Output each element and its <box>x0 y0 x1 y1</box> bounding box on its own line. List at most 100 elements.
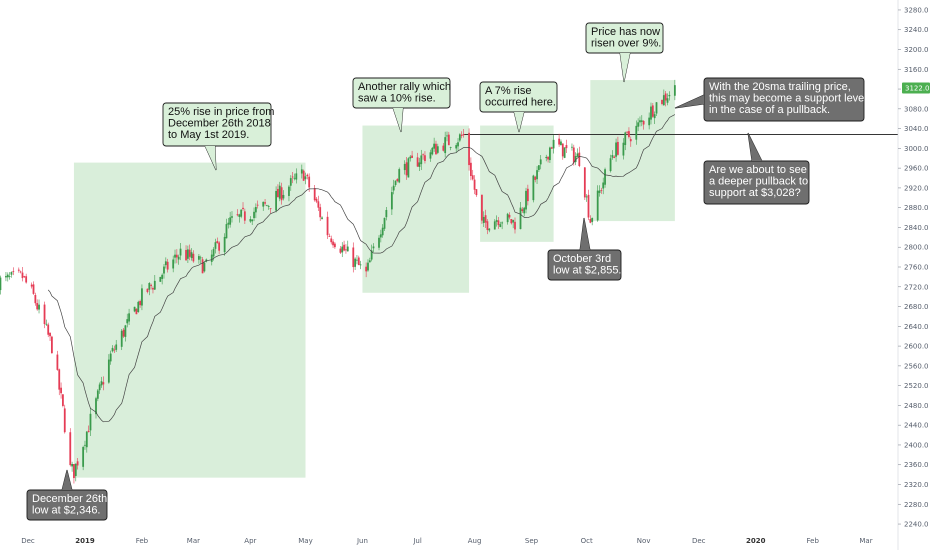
candle-body <box>45 323 48 325</box>
candle-body <box>107 359 110 383</box>
annotation-line: Are we about to see <box>709 164 807 176</box>
candle-body <box>651 105 654 117</box>
candle-body <box>561 143 564 157</box>
candle-body <box>407 158 410 178</box>
time-tick-label: 2020 <box>746 537 766 545</box>
price-tick-label: 2240.0 <box>904 521 929 529</box>
annotation-line: support at $3,028? <box>709 187 801 199</box>
candle-body <box>598 190 601 193</box>
candle-body <box>198 256 200 260</box>
annotation-text: December 26th low at $2,346. <box>32 493 107 517</box>
time-axis: Dec 2019 Feb Mar Apr May Jun Jul Aug Sep Oct Nov Dec… <box>21 537 872 545</box>
candle-body <box>249 219 252 222</box>
candle-body <box>262 201 265 207</box>
candle-body <box>229 217 232 225</box>
candle-body <box>558 138 561 145</box>
candle-body <box>300 169 303 174</box>
time-tick-label: Aug <box>468 537 482 545</box>
candle-body <box>199 257 202 259</box>
candle-body <box>433 143 436 149</box>
candle-body <box>137 301 140 312</box>
candle-body <box>111 347 114 352</box>
candle-body <box>115 344 118 350</box>
price-tick-label: 2320.0 <box>904 481 929 489</box>
candle-body <box>186 249 189 259</box>
candle-body <box>5 276 7 278</box>
price-tick-label: 2920.0 <box>904 184 929 192</box>
price-tick-label: 2440.0 <box>904 422 929 430</box>
candle-body <box>36 303 39 310</box>
candle-body <box>624 132 627 146</box>
time-tick-label: Jun <box>356 537 368 545</box>
candle-body <box>525 190 527 210</box>
candle-body <box>673 85 676 96</box>
candle-body <box>212 249 215 257</box>
callout-pointer-fill <box>580 218 590 250</box>
price-tick-label: 2520.0 <box>904 382 929 390</box>
callout-pointer-fill <box>205 146 216 170</box>
time-tick-label: Feb <box>807 537 820 545</box>
price-tick-label: 3160.0 <box>904 66 929 74</box>
candle-body <box>596 190 599 221</box>
candle-body <box>481 194 483 221</box>
candle-body <box>278 185 281 199</box>
time-tick-label: 2019 <box>75 537 95 545</box>
candle-body <box>359 264 362 266</box>
candle-body <box>442 145 445 151</box>
candle-body <box>653 114 656 119</box>
candle-body <box>308 176 311 188</box>
candle-body <box>96 390 99 399</box>
annotation-text: Are we about to see a deeper pullback to s… <box>709 164 808 199</box>
candle-body <box>32 284 35 294</box>
candle-body <box>161 274 164 279</box>
candle-body <box>275 190 277 211</box>
candle-body <box>356 259 358 261</box>
price-tick-label: 2760.0 <box>904 264 929 272</box>
candle-body <box>484 215 487 223</box>
candle-body <box>135 308 138 315</box>
annotation-callout-light: 25% rise in price from December 26th 2018… <box>162 102 274 171</box>
annotation-line: 25% rise in price from <box>168 106 274 118</box>
candle-body <box>420 155 423 165</box>
candle-body <box>499 224 502 227</box>
candle-body <box>56 354 59 370</box>
candle-body <box>109 353 112 362</box>
annotation-callout-light: Price has now risen over 9%. <box>585 22 664 83</box>
candle-body <box>313 188 316 201</box>
candle-body <box>210 254 213 262</box>
candle-body <box>587 194 590 218</box>
candle-body <box>238 214 241 217</box>
price-tick-label: 2360.0 <box>904 461 929 469</box>
callout-pointer-fill <box>675 95 704 108</box>
candle-body <box>444 137 447 154</box>
candle-body <box>648 117 651 126</box>
price-tick-label: 3200.0 <box>904 46 929 54</box>
callout-pointer-fill <box>62 470 72 490</box>
price-tick-label: 2680.0 <box>904 303 929 311</box>
candle-body <box>30 284 33 287</box>
price-axis: 2240.0 2280.0 2320.0 2360.0 2400.0 2440.0 2480… <box>897 0 930 550</box>
candle-body <box>341 246 344 253</box>
candle-body <box>536 170 538 180</box>
highlight-zone <box>362 125 470 293</box>
candle-body <box>565 145 568 149</box>
candle-body <box>429 152 432 159</box>
candle-body <box>34 294 37 304</box>
time-tick-label: Feb <box>136 537 149 545</box>
price-tick-label: 2840.0 <box>904 224 929 232</box>
candle-body <box>512 219 515 223</box>
time-tick-label: Nov <box>637 537 651 545</box>
candle-body <box>25 276 28 283</box>
candle-body <box>662 95 665 106</box>
candle-body <box>642 120 645 125</box>
candle-body <box>172 259 175 269</box>
price-tick-label: 3040.0 <box>904 125 929 133</box>
annotation-text: October 3rd low at $2,855. <box>553 253 622 277</box>
candle-body <box>128 313 130 322</box>
candle-body <box>71 463 74 467</box>
candle-body <box>218 242 221 251</box>
candle-body <box>236 214 239 216</box>
candle-body <box>328 235 331 237</box>
candle-body <box>177 256 180 260</box>
candle-body <box>139 301 142 306</box>
